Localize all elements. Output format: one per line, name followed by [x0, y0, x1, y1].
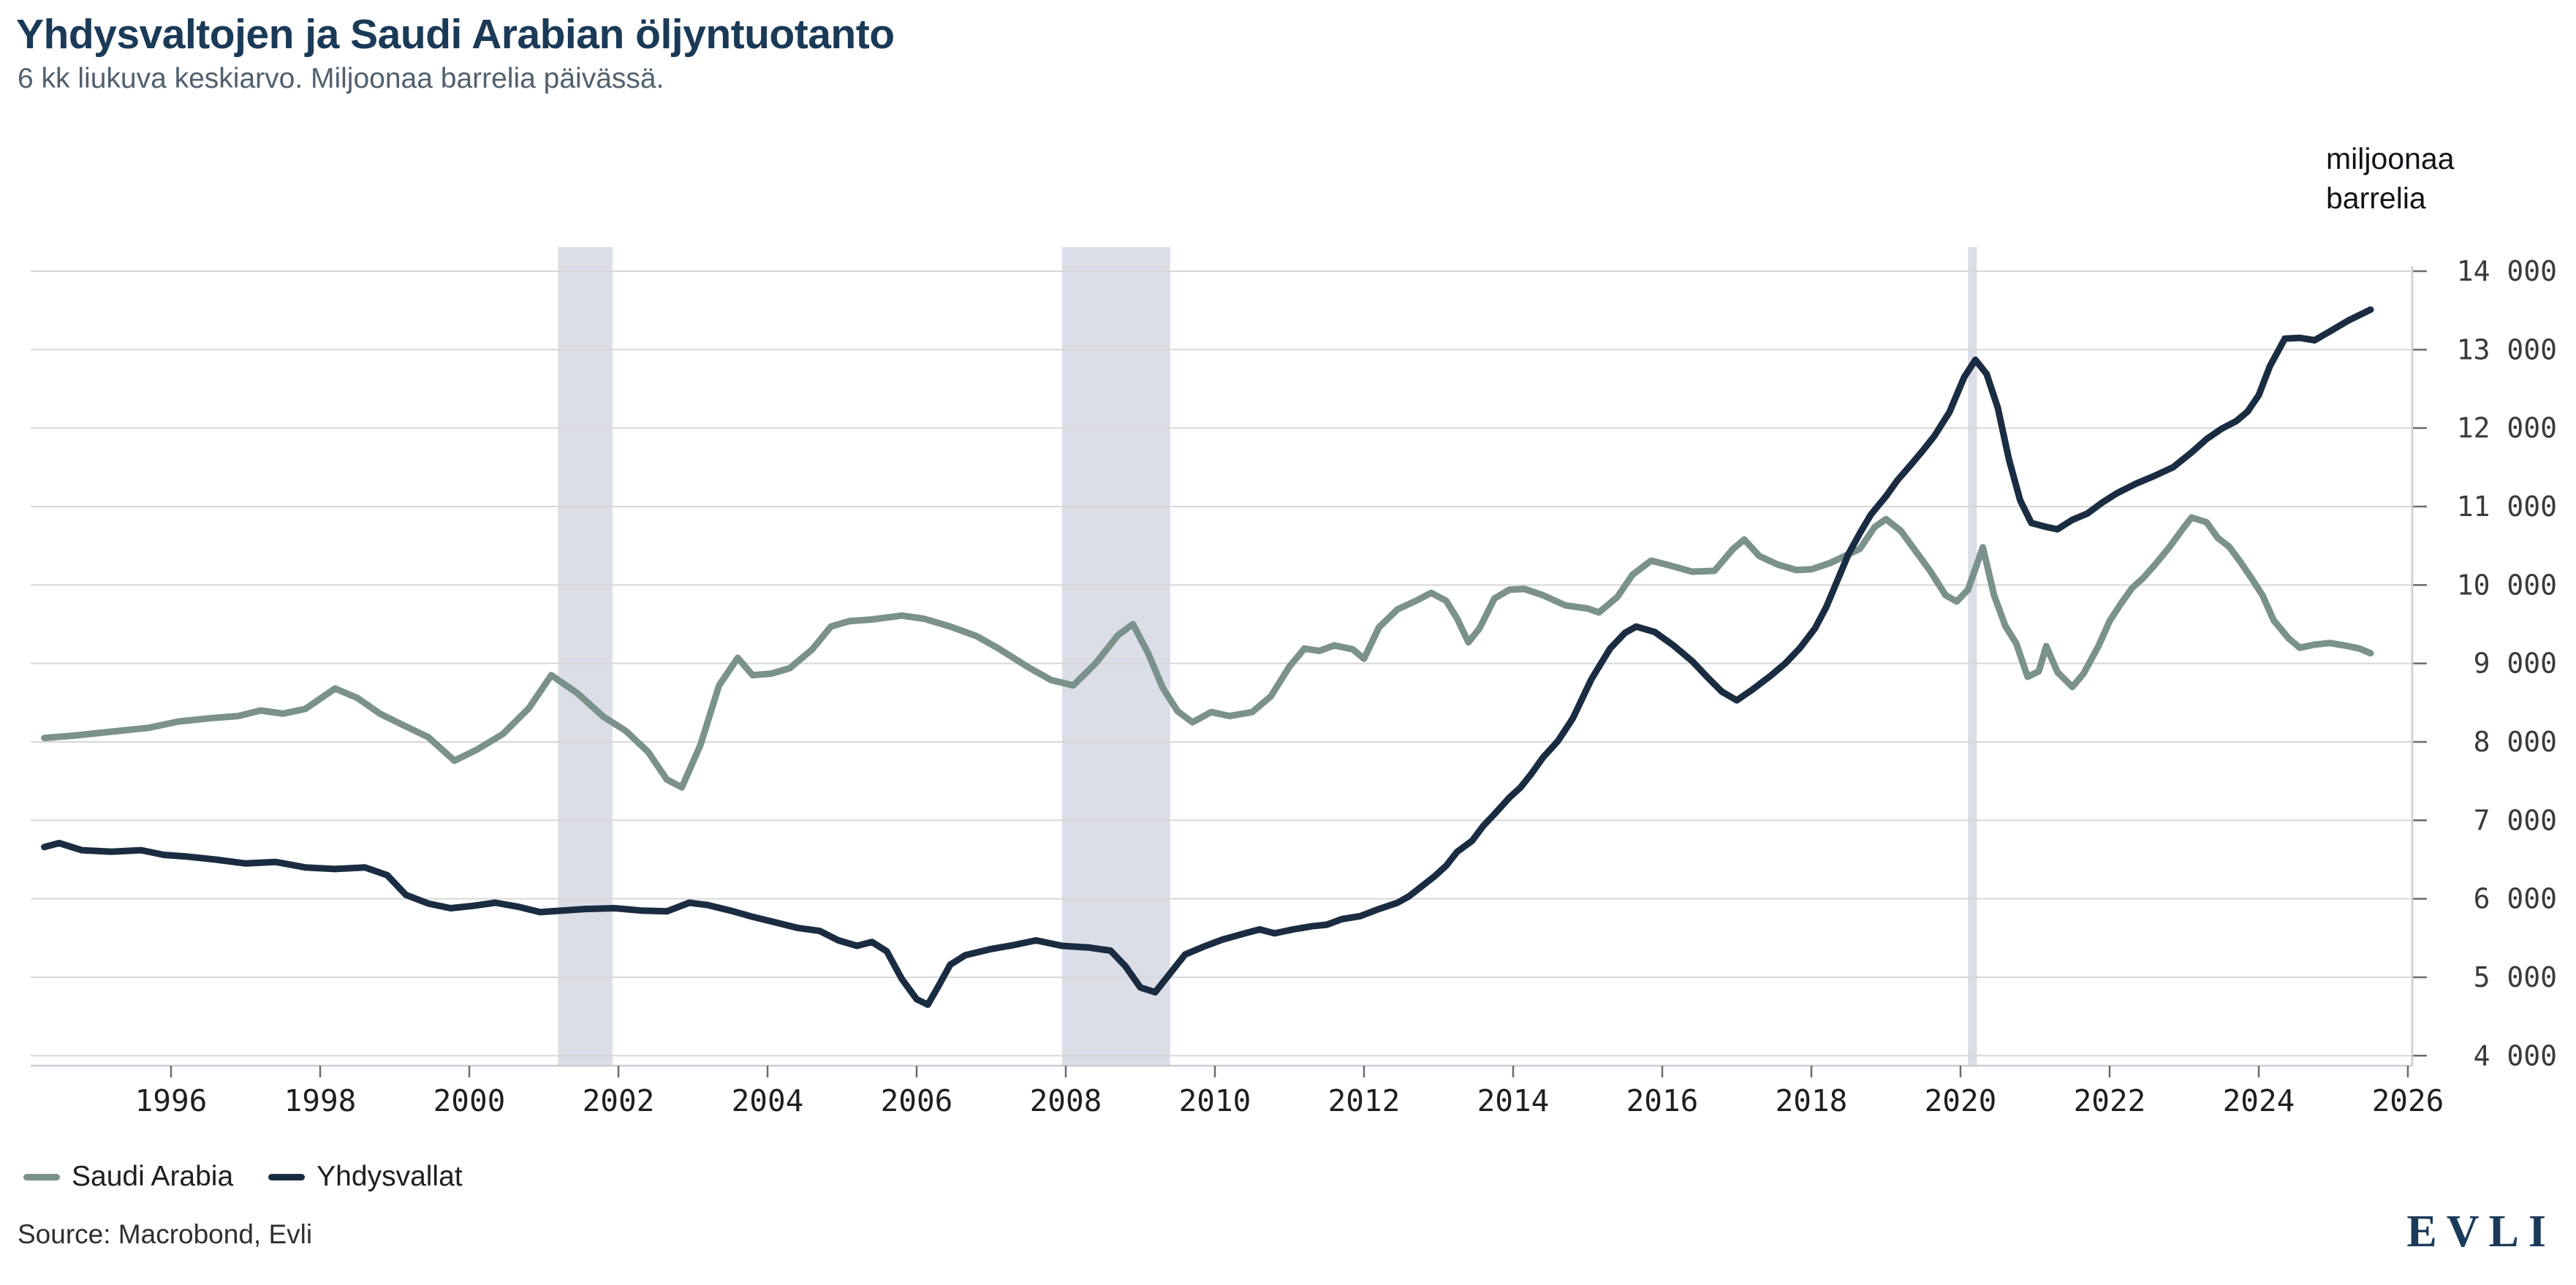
recession-band	[1061, 247, 1170, 1066]
page-title: Yhdysvaltojen ja Saudi Arabian öljyntuot…	[16, 11, 895, 58]
y-tick-label: 7 000	[2474, 804, 2557, 836]
x-tick-label: 2006	[881, 1083, 953, 1118]
x-tick-label: 2002	[583, 1083, 655, 1118]
x-tick-label: 1998	[284, 1083, 357, 1118]
legend-label-yhdysvallat: Yhdysvallat	[317, 1161, 463, 1192]
legend-item-saudi-arabia: Saudi Arabia	[23, 1161, 233, 1193]
recession-band	[1968, 247, 1977, 1066]
y-tick-label: 11 000	[2457, 490, 2557, 523]
x-tick-label: 2012	[1328, 1083, 1401, 1118]
y-tick-label: 4 000	[2474, 1039, 2557, 1072]
saudi-arabia-swatch-icon	[23, 1173, 60, 1180]
x-tick-label: 2022	[2074, 1083, 2146, 1118]
y-tick-label: 10 000	[2457, 569, 2557, 601]
y-tick-label: 12 000	[2457, 412, 2557, 444]
x-tick-label: 2000	[433, 1083, 506, 1118]
y-tick-label: 13 000	[2457, 333, 2557, 365]
yhdysvallat-swatch-icon	[268, 1173, 306, 1180]
series-line-saudi-arabia	[41, 514, 2374, 791]
y-axis-unit-line1: miljoonaa	[2326, 142, 2455, 175]
y-tick-label: 9 000	[2474, 648, 2557, 680]
y-tick-label: 5 000	[2474, 961, 2557, 993]
x-tick-label: 2010	[1179, 1083, 1251, 1118]
evli-logo: EVLI	[2406, 1207, 2556, 1256]
recession-band	[558, 247, 613, 1066]
series-line-yhdysvallat	[41, 306, 2374, 1008]
x-tick-label: 2026	[2372, 1083, 2444, 1118]
legend-item-yhdysvallat: Yhdysvallat	[268, 1161, 463, 1193]
x-tick-label: 2020	[1925, 1083, 1997, 1118]
source-note: Source: Macrobond, Evli	[18, 1219, 313, 1249]
x-tick-label: 2018	[1776, 1083, 1848, 1118]
x-tick-label: 2016	[1626, 1083, 1699, 1118]
chart-legend: Saudi Arabia Yhdysvallat	[23, 1161, 498, 1193]
legend-label-saudi-arabia: Saudi Arabia	[72, 1161, 234, 1192]
x-tick-label: 2008	[1030, 1083, 1102, 1118]
y-axis-unit-line2: barrelia	[2326, 181, 2426, 216]
y-tick-label: 6 000	[2474, 883, 2557, 915]
chart-subtitle: 6 kk liukuva keskiarvo. Miljoonaa barrel…	[18, 63, 664, 94]
y-tick-label: 8 000	[2474, 726, 2557, 758]
y-tick-label: 14 000	[2457, 255, 2557, 287]
x-tick-label: 1996	[135, 1083, 208, 1118]
x-tick-label: 2024	[2223, 1083, 2295, 1118]
y-axis-unit-label: miljoonaa barrelia	[2326, 139, 2455, 218]
x-tick-label: 2014	[1477, 1083, 1550, 1118]
x-tick-label: 2004	[732, 1083, 804, 1118]
